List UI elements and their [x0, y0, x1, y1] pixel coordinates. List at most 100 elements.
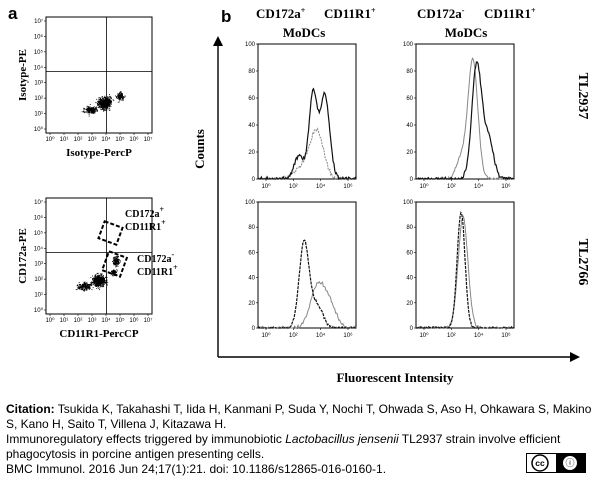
isotype-dotplot-event [93, 106, 95, 108]
isotype-dotplot-event [108, 103, 109, 105]
isotype-dotplot-event [98, 105, 100, 106]
hist-tl2937-cd172a-neg-xtick-label: 10⁴ [474, 183, 484, 190]
isotype-dotplot-event [99, 106, 100, 108]
cd172a-dotplot-event [97, 284, 99, 286]
cd172a-dotplot-event [101, 278, 103, 280]
cd172a-dotplot-event [115, 270, 116, 272]
cd172a-dotplot-ylabel: CD172a-PE [17, 228, 29, 284]
isotype-dotplot-frame [45, 16, 153, 134]
isotype-dotplot-event [98, 97, 100, 99]
cd172a-dotplot-event [112, 274, 113, 276]
cd172a-dotplot-event [79, 283, 81, 285]
cd172a-dotplot-event [90, 283, 92, 285]
isotype-dotplot-event [103, 105, 105, 107]
isotype-dotplot-event [107, 100, 109, 102]
isotype-dotplot-event [101, 102, 103, 104]
cd172a-dotplot-event [117, 261, 119, 263]
cd172a-dotplot-event [95, 285, 97, 287]
cc-by-license-badge: cc ⓘ [526, 453, 586, 473]
isotype-dotplot-event [100, 105, 102, 107]
isotype-dotplot-event [98, 103, 100, 105]
cd172a-dotplot-event [99, 282, 101, 284]
isotype-dotplot-event [118, 93, 120, 94]
cd172a-dotplot-event [105, 277, 107, 278]
cd172a-dotplot-event [99, 289, 100, 291]
cd172a-dotplot-event [96, 282, 97, 284]
cd172a-dotplot-event [97, 285, 99, 287]
cd172a-dotplot-event [79, 286, 81, 287]
cd172a-dotplot-event [101, 274, 103, 276]
isotype-dotplot-event [121, 95, 122, 97]
cd172a-dotplot-event [106, 281, 108, 283]
gate2-label-line2: CD11R1+ [137, 263, 178, 278]
hist-tl2766-cd172a-neg-xtick-label: 10⁴ [474, 332, 484, 339]
cd172a-dotplot-event [80, 287, 82, 289]
isotype-dotplot-event [100, 100, 101, 102]
cd172a-dotplot-event [99, 282, 101, 283]
cd172a-dotplot-event [92, 278, 93, 279]
hist-tl2766-cd172a-pos-frame [257, 201, 357, 329]
cd172a-dotplot-event [112, 260, 114, 262]
cd172a-dotplot-event [94, 276, 96, 277]
hist-tl2766-cd172a-pos-ytick-label: 80 [248, 225, 255, 231]
isotype-dotplot-event [103, 96, 105, 98]
isotype-dotplot-event [119, 92, 121, 94]
cd172a-dotplot-ytick-label: 10⁵ [34, 230, 44, 237]
cd172a-dotplot-event [98, 278, 99, 280]
isotype-dotplot-event [84, 111, 86, 113]
hist-tl2937-cd172a-neg-xtick-label: 10⁶ [501, 183, 511, 190]
isotype-dotplot-event [100, 102, 102, 103]
cd172a-dotplot-event [103, 283, 105, 285]
cd172a-dotplot-event [96, 286, 97, 287]
hist-tl2937-cd172a-neg-stimulated-curve [415, 61, 515, 181]
isotype-dotplot-event [89, 107, 91, 109]
isotype-dotplot-event [93, 109, 95, 111]
by-icon [563, 456, 577, 470]
cd172a-dotplot-event [100, 284, 102, 286]
cd172a-dotplot-event [115, 263, 116, 265]
isotype-dotplot-event [120, 96, 122, 98]
isotype-dotplot-event [106, 106, 108, 108]
cd172a-dotplot-event [94, 278, 96, 280]
isotype-dotplot-event [102, 101, 104, 103]
cd172a-dotplot-event [111, 271, 113, 273]
cd172a-dotplot-event [100, 283, 102, 285]
cd172a-dotplot-event [81, 287, 83, 289]
isotype-dotplot-event [91, 109, 93, 111]
cd172a-dotplot-event [98, 279, 100, 281]
isotype-dotplot-event [106, 98, 108, 100]
isotype-dotplot-event [118, 93, 120, 95]
isotype-dotplot-event [93, 107, 95, 109]
cd172a-dotplot-event [119, 260, 121, 261]
isotype-dotplot-event [91, 111, 93, 113]
cd172a-dotplot-event [113, 263, 115, 265]
isotype-dotplot-event [95, 106, 97, 108]
isotype-dotplot-event [122, 99, 124, 101]
cd172a-dotplot-event [88, 286, 90, 288]
isotype-dotplot-event [102, 100, 104, 102]
cd172a-dotplot-event [114, 262, 116, 264]
isotype-dotplot-event [96, 110, 98, 112]
cd172a-dotplot-event [116, 257, 118, 259]
isotype-dotplot-xtick-label: 10⁶ [129, 136, 139, 143]
isotype-dotplot-event [122, 96, 124, 98]
cd172a-dotplot-event [106, 277, 108, 279]
isotype-dotplot-event [107, 99, 108, 101]
isotype-dotplot-event [121, 97, 123, 99]
isotype-dotplot-event [94, 112, 96, 114]
isotype-dotplot-event [101, 103, 103, 105]
isotype-dotplot-event [84, 108, 85, 110]
hist-tl2937-cd172a-pos-ytick-label: 40 [248, 123, 255, 129]
cd172a-dotplot-event [94, 279, 96, 281]
cd172a-dotplot-event [98, 284, 100, 286]
isotype-dotplot-event [103, 109, 105, 111]
hist-tl2937-cd172a-pos-xtick-label: 10⁰ [261, 183, 271, 190]
isotype-dotplot-event [107, 99, 109, 101]
cd172a-dotplot-event [85, 287, 87, 289]
cd172a-dotplot-event [93, 283, 95, 285]
cd172a-dotplot-event [89, 287, 90, 289]
cd172a-dotplot-ytick-label: 10³ [34, 262, 43, 268]
cd172a-dotplot-event [93, 277, 95, 279]
cd172a-dotplot-event [82, 287, 84, 289]
isotype-dotplot-event [108, 100, 109, 102]
